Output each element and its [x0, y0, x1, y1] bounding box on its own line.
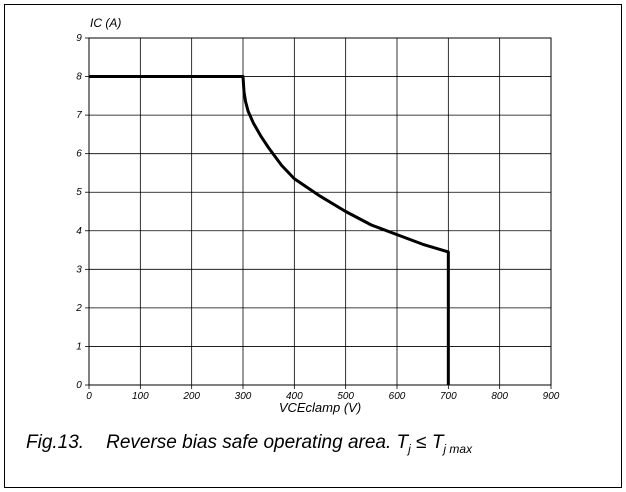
x-tick-label: 0: [86, 391, 92, 402]
y-tick-label: 4: [76, 226, 82, 237]
x-tick-label: 200: [182, 391, 200, 402]
x-tick-label: 800: [491, 391, 508, 402]
y-tick-label: 3: [76, 264, 82, 275]
plot-border: [88, 37, 552, 386]
frame: [4, 4, 622, 488]
caption-label: Fig.13.: [26, 432, 84, 453]
y-tick-label: 8: [76, 72, 82, 83]
x-tick-label: 300: [235, 391, 252, 402]
y-tick-label: 0: [76, 380, 82, 391]
x-tick-label: 100: [132, 391, 149, 402]
caption-sub: j max: [441, 442, 473, 456]
x-tick-label: 500: [337, 391, 354, 402]
x-tick-label: 900: [543, 391, 560, 402]
y-tick-label: 2: [75, 303, 82, 314]
caption: Fig.13. Reverse bias safe operating area.…: [26, 432, 473, 456]
y-axis-label: IC (A): [90, 16, 121, 30]
x-axis-label: VCEclamp (V): [279, 400, 361, 415]
caption-text: ≤ T: [411, 432, 445, 453]
y-tick-label: 7: [76, 110, 82, 121]
caption-sub: j: [406, 442, 411, 456]
caption-text: Reverse bias safe operating area. T: [106, 432, 409, 453]
y-tick-label: 9: [76, 33, 82, 44]
y-tick-label: 1: [76, 341, 82, 352]
x-tick-label: 400: [286, 391, 303, 402]
y-tick-label: 5: [76, 187, 82, 198]
x-tick-label: 600: [389, 391, 406, 402]
x-tick-label: 700: [440, 391, 457, 402]
y-tick-label: 6: [76, 149, 82, 160]
line: [89, 75, 450, 385]
